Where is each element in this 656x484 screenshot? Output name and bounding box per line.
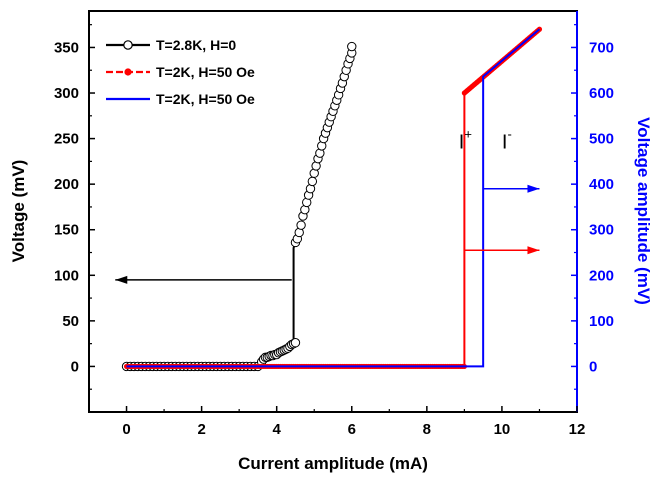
left-tick-label: 350 xyxy=(54,39,79,56)
x-tick-label: 4 xyxy=(273,421,282,438)
right-axis-ticks: 0 100 200 300 400 500 600 700 xyxy=(571,24,614,390)
annotation-arrowhead xyxy=(527,246,540,255)
left-tick-label: 200 xyxy=(54,176,79,193)
legend-label: T=2K, H=50 Oe xyxy=(156,91,255,107)
right-tick-label: 500 xyxy=(589,131,614,148)
right-tick-label: 400 xyxy=(589,176,614,193)
annotation-arrowhead xyxy=(527,184,540,193)
legend-marker xyxy=(123,40,133,50)
x-tick-label: 6 xyxy=(348,421,356,438)
left-tick-label: 0 xyxy=(71,358,79,375)
current-label: I+ xyxy=(459,127,472,154)
x-tick-label: 8 xyxy=(423,421,431,438)
data-point-t2.8k xyxy=(296,220,306,230)
right-tick-label: 700 xyxy=(589,39,614,56)
x-axis-ticks: 0 2 4 6 8 10 12 xyxy=(88,406,586,438)
legend-marker xyxy=(124,68,132,76)
right-tick-label: 100 xyxy=(589,313,614,330)
x-tick-label: 0 xyxy=(122,421,130,438)
left-tick-label: 300 xyxy=(54,85,79,102)
left-tick-label: 50 xyxy=(62,313,79,330)
data-point-t2.8k xyxy=(290,338,301,348)
legend: T=2.8K, H=0 T=2K, H=50 Oe T=2K, H=50 Oe xyxy=(106,37,255,107)
legend-label: T=2K, H=50 Oe xyxy=(156,64,255,80)
current-label: I- xyxy=(502,127,512,154)
series-line-t2.8k xyxy=(126,242,297,368)
chart-marks xyxy=(115,26,543,372)
right-tick-label: 0 xyxy=(589,358,597,375)
legend-label: T=2.8K, H=0 xyxy=(156,37,236,53)
data-point-t2.8k xyxy=(307,176,318,187)
left-tick-label: 250 xyxy=(54,131,79,148)
right-tick-label: 200 xyxy=(589,267,614,284)
left-tick-label: 150 xyxy=(54,222,79,239)
data-point-t2.8k xyxy=(347,41,357,52)
x-tick-label: 10 xyxy=(494,421,511,438)
left-tick-label: 100 xyxy=(54,267,79,284)
left-axis-title: Voltage (mV) xyxy=(9,160,28,263)
right-tick-label: 600 xyxy=(589,85,614,102)
right-axis-title: Voltage amplitude (mV) xyxy=(634,117,653,305)
series-line-t2k-blue xyxy=(126,28,541,368)
x-axis-title: Current amplitude (mA) xyxy=(238,454,428,473)
right-tick-label: 300 xyxy=(589,222,614,239)
annotation-arrowhead xyxy=(115,275,128,284)
x-tick-label: 12 xyxy=(569,421,586,438)
annotations: I+ I- xyxy=(459,127,512,154)
x-tick-label: 2 xyxy=(197,421,205,438)
left-axis-ticks: 0 50 100 150 200 250 300 350 xyxy=(54,24,95,390)
